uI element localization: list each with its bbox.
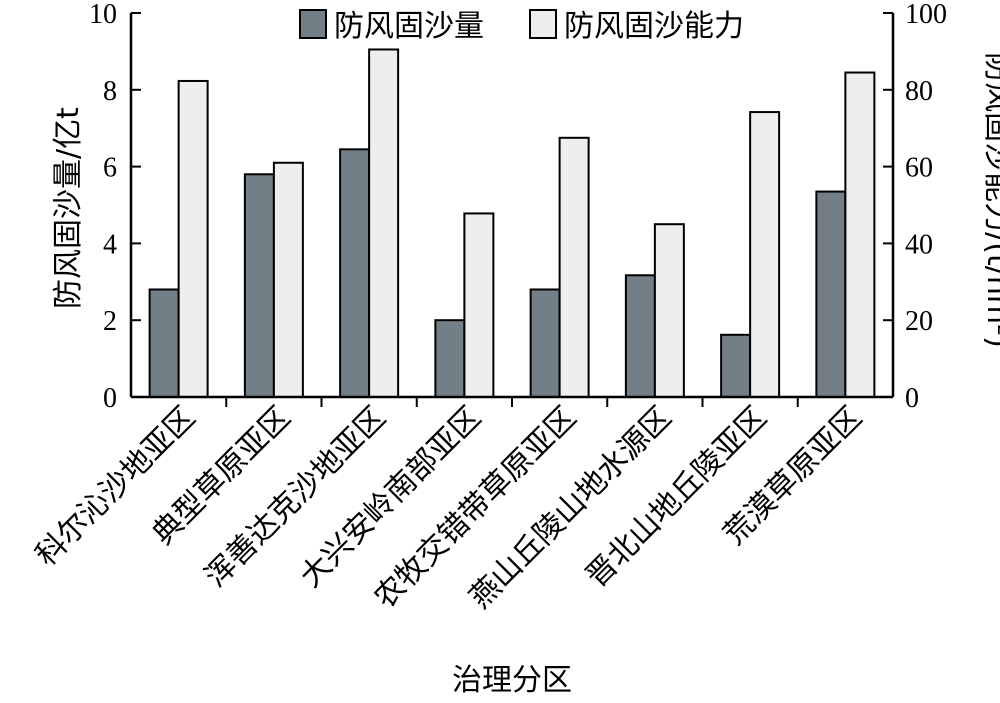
bar-sand-amount-7 [815, 190, 847, 398]
bar-sand-capacity-7 [844, 71, 876, 399]
x-axis-title: 治理分区 [452, 663, 572, 698]
bar-sand-amount-3 [434, 319, 466, 399]
bar-sand-amount-2 [339, 148, 371, 398]
y-right-tick-label: 0 [905, 383, 919, 414]
bar-sand-amount-5 [624, 274, 656, 398]
y-left-tick-label: 0 [103, 383, 117, 414]
bar-sand-amount-0 [148, 288, 180, 399]
y-right-tick-label: 60 [905, 153, 933, 184]
bar-sand-capacity-4 [558, 136, 590, 399]
bars-group [148, 48, 876, 399]
category-labels-group: 科尔沁沙地亚区典型草原亚区浑善达克沙地亚区大兴安岭南部亚区农牧交错带草原亚区燕山… [29, 400, 869, 616]
y-left-tick-label: 6 [103, 153, 117, 184]
bar-sand-capacity-0 [177, 79, 209, 399]
y-left-tick-label: 10 [89, 0, 117, 30]
legend: 防风固沙量 防风固沙能力 [299, 9, 744, 44]
y-left-tick-label: 8 [103, 76, 117, 107]
bar-sand-amount-4 [529, 288, 561, 399]
category-label: 大兴安岭南部亚区 [294, 400, 488, 594]
y-axis-title-left: 防风固沙量/亿t [51, 107, 86, 309]
bar-sand-capacity-2 [368, 48, 400, 398]
bar-sand-capacity-5 [653, 223, 685, 398]
bar-sand-capacity-6 [749, 111, 781, 399]
bar-sand-amount-6 [720, 333, 752, 398]
legend-swatch-sand-amount [299, 9, 327, 39]
bar-sand-amount-1 [243, 173, 275, 398]
legend-label-sand-capacity: 防风固沙能力 [564, 9, 744, 44]
category-label: 浑善达克沙地亚区 [198, 400, 392, 594]
category-label: 晋北山地丘陵亚区 [579, 400, 773, 594]
legend-label-sand-amount: 防风固沙量 [334, 9, 484, 44]
y-left-tick-label: 4 [103, 229, 117, 260]
y-right-tick-label: 100 [905, 0, 947, 30]
bar-sand-capacity-3 [463, 212, 495, 398]
y-right-tick-label: 80 [905, 76, 933, 107]
category-label: 科尔沁沙地亚区 [29, 400, 202, 573]
y-axis-title-right: 防风固沙能力/(t/hm²) [980, 52, 1000, 348]
bar-sand-capacity-1 [272, 161, 304, 398]
legend-swatch-sand-capacity [529, 9, 557, 39]
y-left-tick-label: 2 [103, 306, 117, 337]
y-right-tick-label: 40 [905, 229, 933, 260]
y-right-tick-label: 20 [905, 306, 933, 337]
